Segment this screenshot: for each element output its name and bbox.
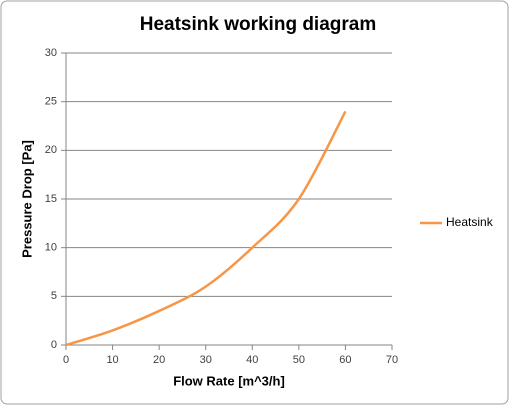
y-tick-label: 20	[45, 144, 57, 156]
x-axis-label: Flow Rate [m^3/h]	[173, 373, 285, 388]
x-tick-label: 50	[293, 354, 305, 366]
x-tick-label: 30	[200, 354, 212, 366]
series-line	[65, 110, 347, 347]
x-tick-label: 10	[106, 354, 118, 366]
x-tick-label: 40	[246, 354, 258, 366]
y-tick-label: 10	[45, 242, 57, 254]
y-tick-label: 0	[51, 339, 57, 351]
y-tick-label: 15	[45, 193, 57, 205]
x-tick-label: 20	[153, 354, 165, 366]
chart-title: Heatsink working diagram	[140, 14, 377, 35]
legend-label: Heatsink	[446, 215, 494, 229]
y-tick-label: 5	[51, 290, 57, 302]
y-tick-label: 30	[45, 47, 57, 59]
x-tick-label: 0	[63, 354, 69, 366]
y-axis-label: Pressure Drop [Pa]	[19, 140, 34, 258]
x-tick-label: 70	[386, 354, 398, 366]
y-tick-label: 25	[45, 96, 57, 108]
x-tick-label: 60	[339, 354, 351, 366]
